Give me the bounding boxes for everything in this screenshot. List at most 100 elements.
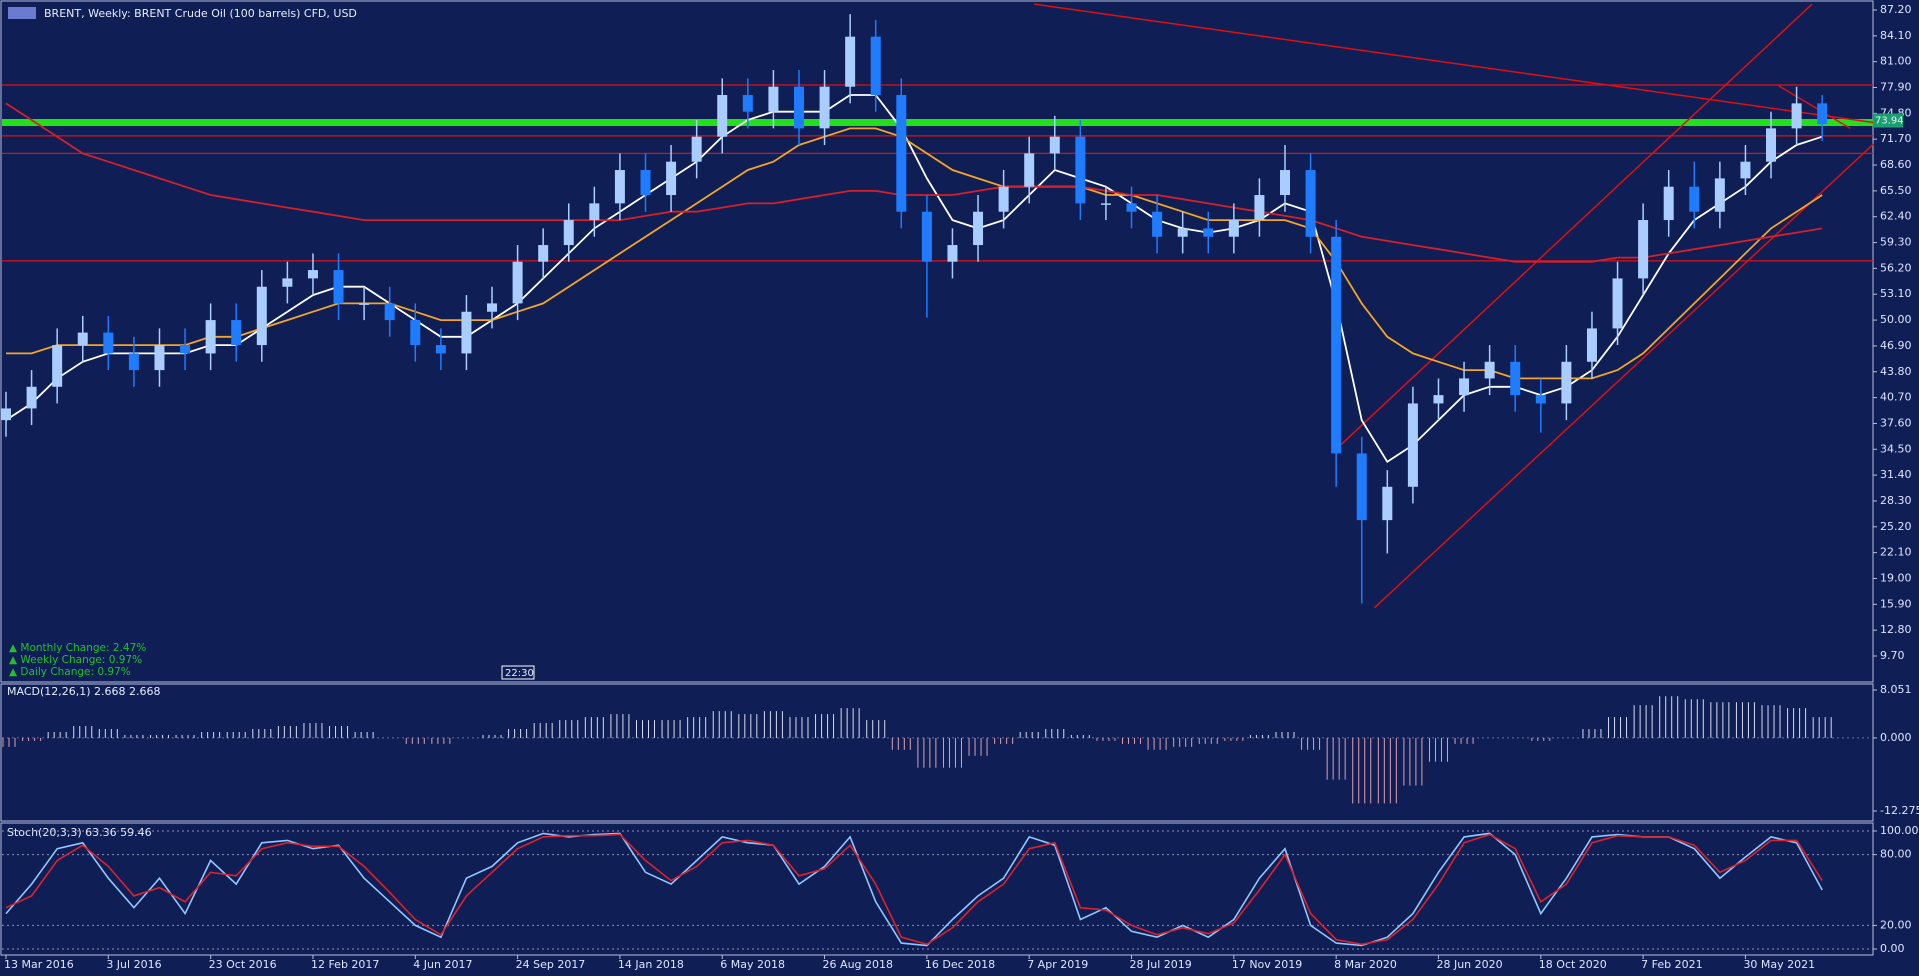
stoch-frame	[0, 822, 1874, 956]
candle-body	[1228, 220, 1239, 237]
candle-body	[26, 386, 37, 409]
main-frame	[0, 0, 1874, 683]
candle-body	[1484, 361, 1495, 379]
x-tick-label: 6 May 2018	[720, 958, 785, 971]
x-tick-label: 12 Feb 2017	[311, 958, 379, 971]
x-tick-label: 13 Mar 2016	[4, 958, 74, 971]
candle-body	[896, 95, 907, 212]
stoch-title: Stoch(20,3,3) 63.36 59.46	[7, 826, 152, 839]
y-tick-label: 53.10	[1880, 287, 1912, 300]
candle-body	[103, 332, 114, 354]
y-tick-label: 100.00	[1880, 824, 1919, 837]
y-tick-label: 62.40	[1880, 210, 1912, 223]
x-tick-label: 4 Jun 2017	[413, 958, 472, 971]
candle-body	[1586, 328, 1597, 362]
y-tick-label: -12.275	[1880, 804, 1919, 817]
x-tick-label: 18 Oct 2020	[1539, 958, 1607, 971]
candle-body	[1331, 236, 1342, 454]
candle-body	[487, 303, 498, 312]
candle-body	[205, 320, 216, 354]
y-tick-label: 34.50	[1880, 442, 1912, 455]
candle-body	[231, 320, 242, 346]
candle-body	[1459, 378, 1470, 396]
candle-body	[845, 36, 856, 87]
candle-body	[1254, 195, 1265, 221]
candle-body	[1535, 395, 1546, 404]
candle-body	[1024, 153, 1035, 187]
y-tick-label: 50.00	[1880, 313, 1912, 326]
y-tick-label: 12.80	[1880, 623, 1912, 636]
candle-body	[793, 86, 804, 129]
candle-body	[461, 311, 472, 354]
price-badge	[1873, 113, 1903, 128]
candle-body	[1280, 170, 1290, 196]
candle-body	[819, 86, 830, 129]
x-tick-label: 8 Mar 2020	[1334, 958, 1397, 971]
candle-body	[1075, 136, 1086, 204]
y-tick-label: 19.00	[1880, 571, 1912, 584]
candle-body	[1152, 211, 1163, 237]
trend-line	[1778, 85, 1851, 130]
candle-body	[359, 303, 370, 305]
trend-line	[1374, 143, 1874, 609]
candle-body	[180, 345, 191, 354]
y-tick-label: 46.90	[1880, 339, 1912, 352]
candle-body	[1126, 203, 1137, 212]
candle-body	[256, 286, 267, 346]
x-tick-label: 28 Jun 2020	[1436, 958, 1502, 971]
candle-body	[1, 408, 11, 421]
x-tick-label: 24 Sep 2017	[516, 958, 586, 971]
candle-body	[1791, 103, 1802, 129]
y-tick-label: 0.00	[1880, 942, 1905, 955]
candle-body	[307, 270, 318, 279]
candle-body	[154, 345, 165, 371]
candle-body	[717, 95, 728, 137]
change-annotation: ▲ Daily Change: 0.97%	[9, 666, 131, 678]
flag-icon	[8, 7, 36, 19]
x-tick-label: 16 Dec 2018	[925, 958, 995, 971]
candle-body	[1407, 403, 1418, 487]
candle-body	[1663, 186, 1674, 221]
y-tick-label: 87.20	[1880, 3, 1912, 16]
candle-body	[1510, 361, 1521, 396]
candle-body	[333, 270, 344, 304]
chart-title: BRENT, Weekly: BRENT Crude Oil (100 barr…	[44, 7, 357, 20]
y-tick-label: 8.051	[1880, 683, 1912, 696]
candle-body	[1638, 220, 1649, 279]
y-tick-label: 43.80	[1880, 365, 1912, 378]
candle-body	[1203, 228, 1214, 237]
candle-body	[512, 261, 523, 304]
candle-body	[1689, 186, 1700, 212]
candle-body	[1714, 178, 1725, 212]
y-tick-label: 15.90	[1880, 597, 1912, 610]
y-tick-label: 59.30	[1880, 236, 1912, 249]
change-annotation: ▲ Weekly Change: 0.97%	[9, 654, 142, 666]
candle-body	[589, 203, 600, 221]
indicator-line	[5, 832, 1823, 947]
candle-body	[128, 353, 139, 371]
candle-body	[1177, 228, 1188, 237]
candle-body	[870, 36, 881, 96]
candle-body	[973, 211, 984, 246]
y-tick-label: 71.70	[1880, 132, 1912, 145]
candle-body	[538, 245, 549, 262]
x-tick-label: 17 Nov 2019	[1232, 958, 1302, 971]
y-tick-label: 68.60	[1880, 158, 1912, 171]
candle-body	[998, 186, 1009, 212]
y-tick-label: 9.70	[1880, 649, 1905, 662]
y-tick-label: 28.30	[1880, 494, 1912, 507]
y-tick-label: 37.60	[1880, 416, 1912, 429]
x-tick-label: 7 Feb 2021	[1641, 958, 1702, 971]
trend-line	[1338, 3, 1813, 448]
candle-body	[742, 95, 753, 112]
candle-body	[1433, 395, 1444, 404]
candle-body	[1356, 453, 1367, 521]
candle-body	[1100, 203, 1111, 205]
candle-body	[410, 320, 421, 346]
candle-body	[614, 170, 625, 204]
candle-body	[1049, 136, 1060, 154]
time-badge	[501, 665, 535, 680]
indicator-line	[5, 833, 1823, 946]
